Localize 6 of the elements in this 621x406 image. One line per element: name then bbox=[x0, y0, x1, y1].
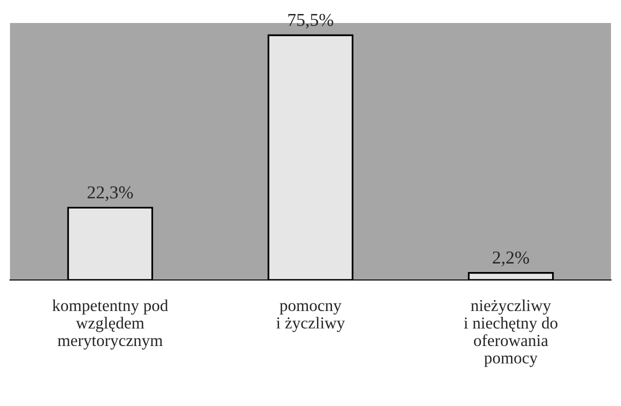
data-label: 22,3% bbox=[88, 186, 133, 202]
data-label: 2,2% bbox=[492, 251, 530, 266]
x-tick-label: pomocny i życzliwy bbox=[276, 303, 345, 332]
x-tick-label: kompetentny pod względem merytorycznym bbox=[52, 299, 168, 350]
data-label: 75,5% bbox=[288, 14, 334, 29]
x-tick-label: nieżyczliwy i niechętny do oferowania pomocy bbox=[464, 299, 558, 367]
